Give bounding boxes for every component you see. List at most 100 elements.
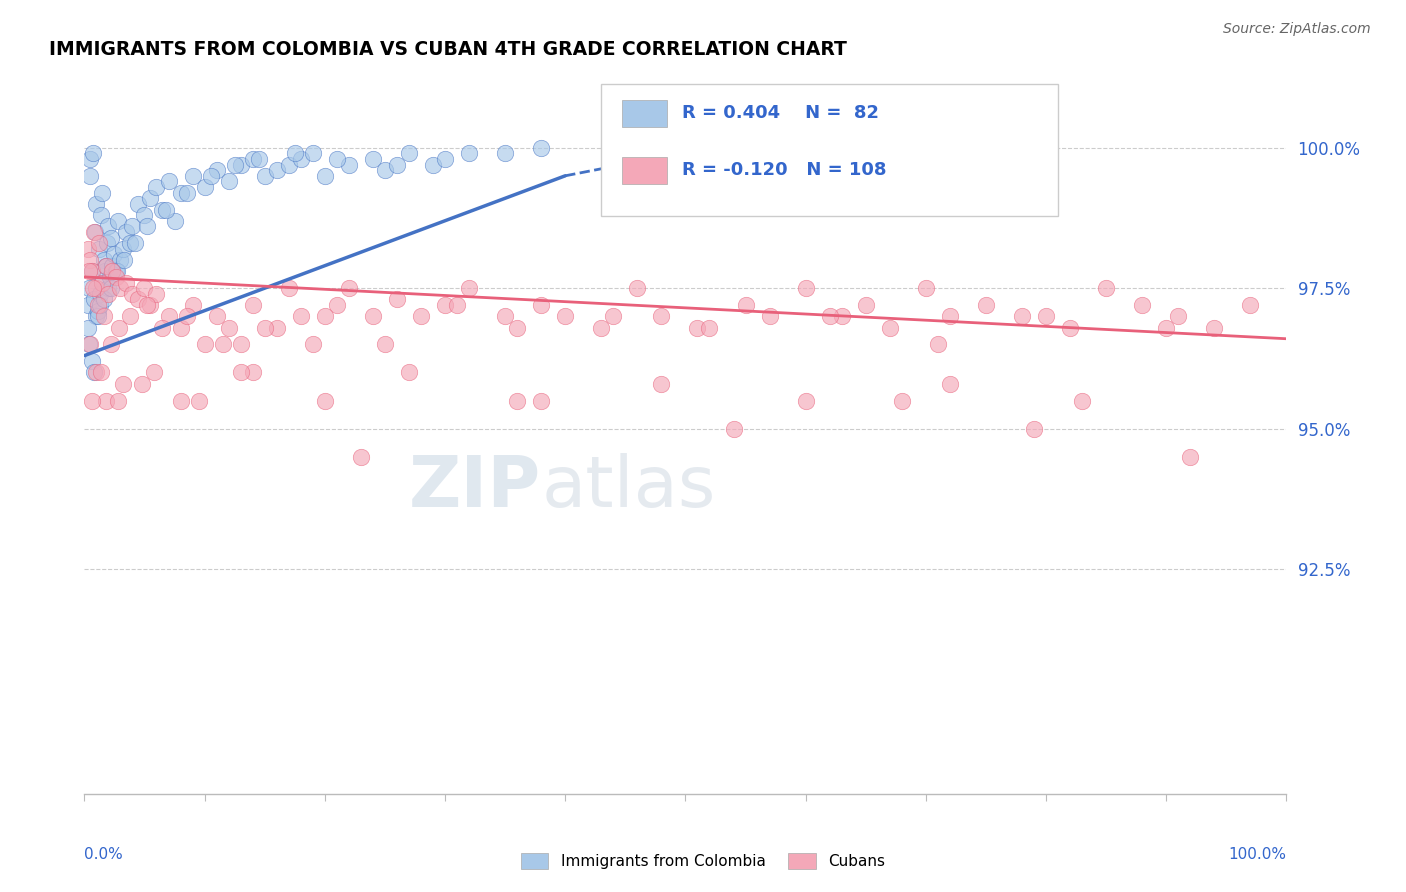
Point [446, 298, 468, 312]
Point [101, 264, 124, 278]
Point [115, 225, 138, 239]
Point [314, 393, 336, 408]
Point [80, 354, 103, 368]
Point [326, 152, 349, 166]
Point [218, 174, 240, 188]
Point [374, 337, 396, 351]
Point [124, 236, 146, 251]
Point [87, 242, 110, 256]
Point [100, 337, 122, 351]
Point [86, 310, 108, 324]
Point [79, 253, 101, 268]
Point [266, 163, 288, 178]
Point [1156, 320, 1178, 334]
Point [794, 281, 817, 295]
Point [187, 393, 209, 408]
Text: R = 0.404    N =  82: R = 0.404 N = 82 [682, 104, 879, 122]
Point [93, 310, 115, 324]
Point [77, 298, 100, 312]
Text: atlas: atlas [541, 452, 716, 522]
Point [277, 281, 299, 295]
Point [157, 310, 180, 324]
Point [118, 310, 141, 324]
Point [82, 146, 104, 161]
Point [91, 276, 114, 290]
Point [86, 281, 108, 295]
Point [530, 141, 553, 155]
Point [506, 320, 529, 334]
Point [194, 337, 217, 351]
Point [110, 253, 132, 268]
Legend: Immigrants from Colombia, Cubans: Immigrants from Colombia, Cubans [515, 847, 891, 875]
Point [77, 264, 100, 278]
Point [94, 259, 117, 273]
Point [247, 152, 270, 166]
Point [87, 236, 110, 251]
Point [205, 310, 228, 324]
Point [530, 298, 553, 312]
Point [1239, 298, 1261, 312]
Text: ZIP: ZIP [409, 452, 541, 522]
Point [494, 146, 516, 161]
Point [974, 298, 997, 312]
Point [80, 393, 103, 408]
Point [723, 422, 745, 436]
Point [458, 281, 481, 295]
Point [229, 337, 252, 351]
Point [97, 281, 120, 295]
Point [118, 236, 141, 251]
Point [139, 191, 162, 205]
Point [385, 293, 408, 307]
Point [86, 310, 108, 324]
Point [434, 152, 457, 166]
Point [927, 337, 949, 351]
Point [169, 320, 191, 334]
Point [301, 337, 323, 351]
Point [398, 146, 420, 161]
FancyBboxPatch shape [602, 84, 1059, 216]
Point [284, 146, 307, 161]
Point [110, 281, 132, 295]
Point [83, 225, 105, 239]
Point [77, 337, 100, 351]
Point [554, 310, 576, 324]
Point [422, 157, 444, 171]
Bar [621, 157, 668, 184]
Point [242, 366, 264, 380]
Point [915, 281, 938, 295]
Point [91, 186, 114, 200]
Point [253, 169, 276, 183]
Point [758, 310, 780, 324]
Point [1167, 310, 1189, 324]
Point [77, 281, 100, 295]
Point [242, 298, 264, 312]
Point [90, 366, 112, 380]
Point [398, 366, 420, 380]
Point [169, 393, 191, 408]
Point [686, 320, 709, 334]
Point [494, 310, 516, 324]
Point [86, 366, 108, 380]
Point [1204, 320, 1226, 334]
Point [152, 202, 174, 217]
Point [314, 310, 336, 324]
Point [145, 180, 167, 194]
Point [112, 253, 135, 268]
Text: 0.0%: 0.0% [84, 847, 124, 863]
Point [79, 152, 101, 166]
Point [1095, 281, 1118, 295]
Point [176, 310, 198, 324]
Point [121, 219, 143, 234]
Point [100, 230, 122, 244]
Point [224, 157, 246, 171]
Point [97, 219, 120, 234]
Point [939, 376, 962, 391]
Point [89, 298, 111, 312]
Point [205, 163, 228, 178]
Point [90, 208, 112, 222]
Point [108, 320, 131, 334]
Point [111, 242, 134, 256]
Point [301, 146, 323, 161]
Point [290, 310, 312, 324]
Point [83, 293, 105, 307]
